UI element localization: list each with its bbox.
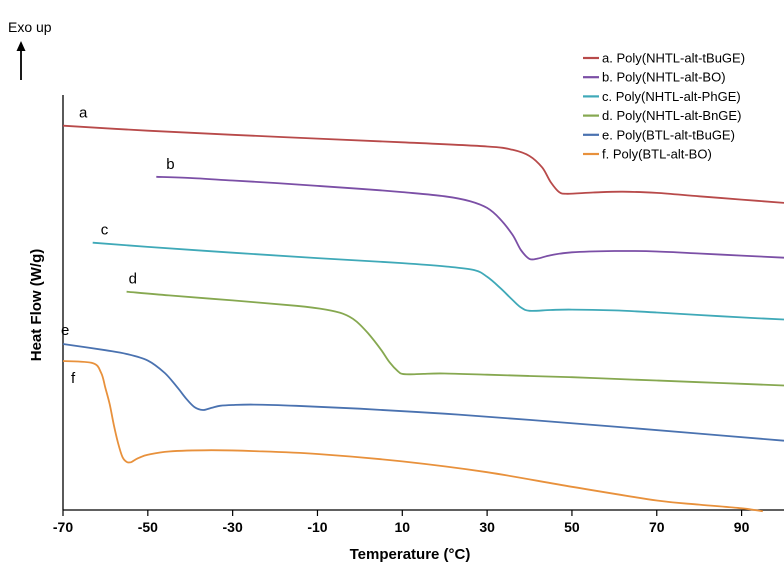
x-tick-label: -30 [223,519,243,535]
series-layer [62,124,784,513]
x-tick-labels: -70 -50 -30 -10 10 30 50 70 90 [53,519,750,535]
y-axis-title: Heat Flow (W/g) [28,249,45,362]
x-tick-label: 70 [649,519,665,535]
legend-label-b: b. Poly(NHTL-alt-BO) [602,70,726,85]
curve-label-e: e [61,322,69,339]
curve-label-b: b [166,156,174,173]
exo-up-arrow-icon [16,41,26,80]
x-tick-label: 90 [734,519,750,535]
exo-up-label: Exo up [8,19,52,35]
legend-label-d: d. Poly(NHTL-alt-BnGE) [602,108,741,123]
curve-label-c: c [101,222,109,239]
x-tick-label: -70 [53,519,73,535]
series-line-f [62,360,763,513]
x-tick-marks [62,510,743,516]
legend-label-f: f. Poly(BTL-alt-BO) [602,147,712,162]
legend-label-a: a. Poly(NHTL-alt-tBuGE) [602,51,745,66]
series-line-a [62,124,784,204]
series-line-c [92,241,784,321]
legend-label-c: c. Poly(NHTL-alt-PhGE) [602,89,741,104]
x-tick-label: -10 [307,519,327,535]
x-axis-title: Temperature (°C) [350,546,471,563]
x-tick-label: -50 [138,519,158,535]
series-line-d [126,290,784,387]
legend: a. Poly(NHTL-alt-tBuGE) b. Poly(NHTL-alt-… [583,51,745,162]
curve-label-d: d [129,271,137,288]
curve-label-f: f [71,370,76,387]
x-tick-label: 30 [479,519,495,535]
x-tick-label: 50 [564,519,580,535]
curve-labels: a b c d e f [61,105,175,387]
curve-label-a: a [79,105,88,122]
series-line-e [62,343,784,442]
x-tick-label: 10 [395,519,411,535]
series-line-b [156,175,784,261]
legend-label-e: e. Poly(BTL-alt-tBuGE) [602,127,735,142]
